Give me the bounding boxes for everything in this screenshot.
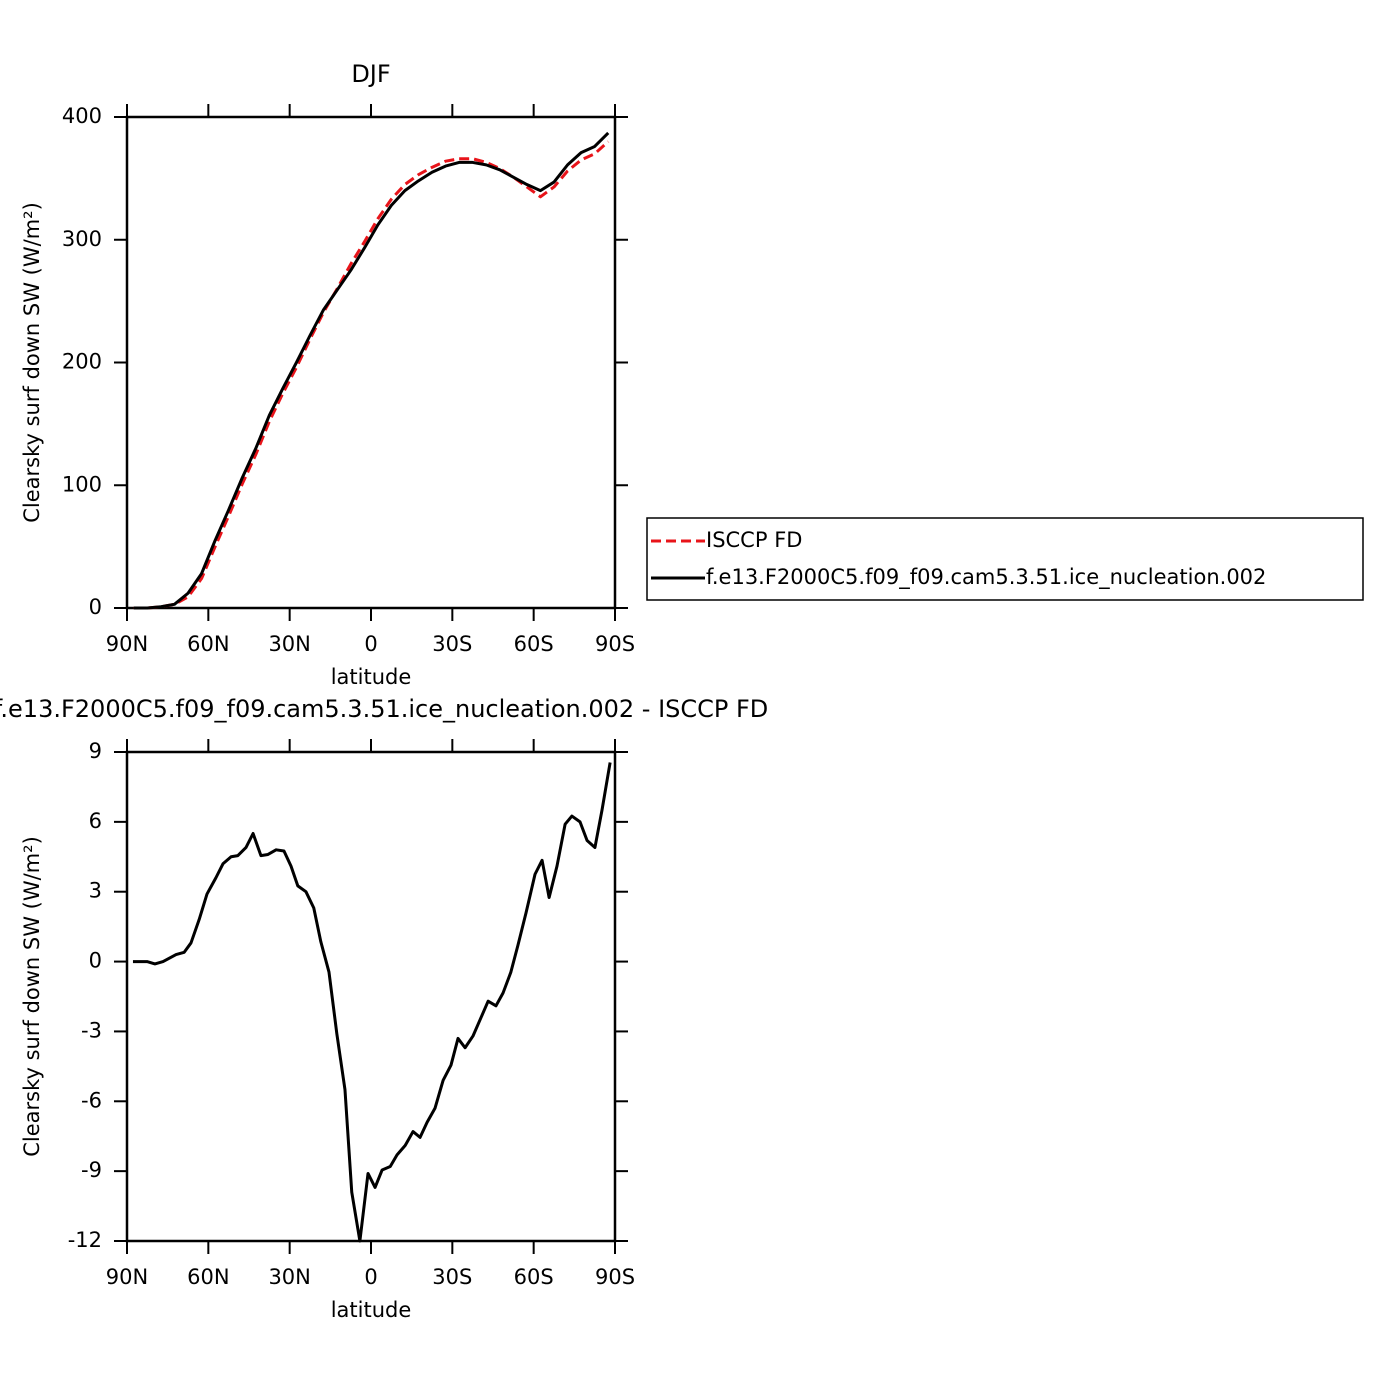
chart-title: DJF: [351, 60, 390, 88]
x-tick-label: 60S: [514, 632, 554, 656]
x-tick-label: 90N: [106, 632, 148, 656]
x-tick-label: 0: [364, 632, 377, 656]
y-tick-label: 6: [89, 809, 102, 833]
y-tick-label: 300: [62, 227, 102, 251]
chart-title: f.e13.F2000C5.f09_f09.cam5.3.51.ice_nucl…: [0, 695, 768, 723]
legend-box: [646, 517, 1364, 601]
data-line: [132, 762, 612, 1243]
x-tick-label: 90S: [595, 1265, 635, 1289]
data-line: [133, 131, 610, 610]
x-tick-label: 60N: [187, 632, 229, 656]
x-axis-label: latitude: [331, 665, 412, 689]
y-tick-label: 200: [62, 350, 102, 374]
x-tick-label: 30N: [268, 1265, 310, 1289]
legend-label: ISCCP FD: [706, 528, 802, 552]
y-tick-label: 0: [89, 949, 102, 973]
y-tick-label: -9: [81, 1158, 102, 1182]
x-tick-label: 30N: [268, 632, 310, 656]
y-tick-label: 0: [89, 595, 102, 619]
x-tick-label: 90S: [595, 632, 635, 656]
data-line: [133, 140, 610, 610]
y-tick-label: -3: [81, 1018, 102, 1042]
y-tick-label: 400: [62, 104, 102, 128]
plot-frame: [125, 750, 617, 1243]
x-tick-label: 90N: [106, 1265, 148, 1289]
plot-frame: [125, 115, 617, 610]
legend-label: f.e13.F2000C5.f09_f09.cam5.3.51.ice_nucl…: [706, 565, 1266, 590]
x-tick-label: 0: [364, 1265, 377, 1289]
x-tick-label: 30S: [432, 1265, 472, 1289]
y-axis-label: Clearsky surf down SW (W/m²): [20, 202, 44, 523]
x-tick-label: 60N: [187, 1265, 229, 1289]
y-tick-label: 9: [89, 739, 102, 763]
x-axis-label: latitude: [331, 1298, 412, 1322]
y-tick-label: -6: [81, 1088, 102, 1112]
x-tick-label: 60S: [514, 1265, 554, 1289]
y-tick-label: -12: [68, 1228, 102, 1252]
y-tick-label: 100: [62, 472, 102, 496]
x-tick-label: 30S: [432, 632, 472, 656]
y-tick-label: 3: [89, 879, 102, 903]
y-axis-label: Clearsky surf down SW (W/m²): [20, 836, 44, 1157]
